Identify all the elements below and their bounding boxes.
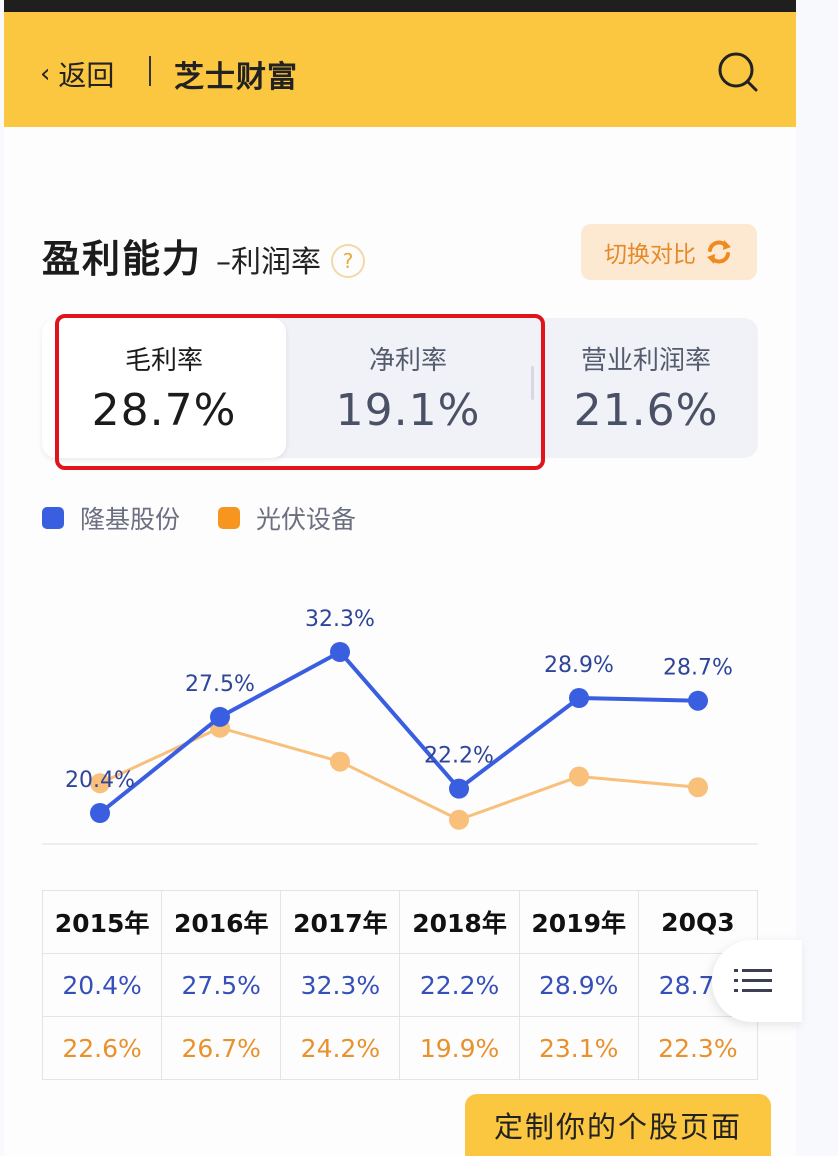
legend-swatch-icon [218,507,241,529]
floating-menu-button[interactable] [712,940,802,1022]
switch-compare-button[interactable]: 切换对比 [581,224,757,280]
data-point[interactable] [449,809,469,830]
table-cell: 23.1% [518,1016,639,1080]
tab-value: 21.6% [573,385,719,436]
data-table: 2015年 2016年 2017年 2018年 2019年 20Q3 20.4%… [41,890,759,1080]
legend-label: 光伏设备 [256,505,357,534]
tab-value: 28.7% [91,385,237,436]
table-header-cell: 2015年 [41,890,163,954]
legend-swatch-icon [42,507,64,529]
app-header: ‹ 返回 芝士财富 [4,12,796,127]
tab-gross-margin[interactable]: 毛利率 28.7% [42,318,286,458]
tab-label: 营业利润率 [580,346,711,376]
table-cell: 24.2% [280,1016,401,1080]
data-point[interactable] [688,690,708,711]
refresh-icon [707,240,731,264]
data-point[interactable] [569,687,589,708]
line-chart: 20.4% 27.5% 32.3% 22.2% 28.9% 28.7% [42,607,758,845]
back-label: 返回 [58,59,115,92]
data-point[interactable] [330,641,350,662]
table-cell: 22.2% [399,953,520,1017]
table-row-pv-equipment: 22.6% 26.7% 24.2% 19.9% 23.1% 22.3% [41,1016,759,1080]
back-button[interactable]: ‹ 返回 [40,54,114,94]
list-menu-icon [734,969,772,992]
data-point[interactable] [330,751,350,772]
tab-net-margin[interactable]: 净利率 19.1% [286,318,530,458]
table-cell: 28.9% [518,953,639,1017]
tab-operating-margin[interactable]: 营业利润率 21.6% [534,318,758,458]
table-cell: 32.3% [280,953,401,1017]
table-cell: 19.9% [399,1016,520,1080]
legend-label: 隆基股份 [80,505,181,534]
tab-divider [531,366,534,400]
section-title-row: 盈利能力 –利润率 ? [42,228,366,283]
search-button[interactable] [716,50,760,94]
data-point[interactable] [90,803,110,823]
data-label: 28.7% [663,656,733,681]
table-cell: 20.4% [41,953,163,1017]
table-header-cell: 2017年 [280,890,401,954]
legend-item-pv-equipment[interactable]: 光伏设备 [218,500,356,536]
table-header-row: 2015年 2016年 2017年 2018年 2019年 20Q3 [41,890,759,954]
search-icon [718,52,758,92]
series-line [98,649,699,815]
data-label: 28.9% [544,653,614,678]
table-header-cell: 2018年 [399,890,520,954]
metric-tabs: 毛利率 28.7% 净利率 19.1% 营业利润率 21.6% [42,318,758,458]
chevron-left-icon: ‹ [40,59,51,89]
tab-label: 净利率 [368,346,447,376]
table-cell: 26.7% [161,1016,282,1080]
section-title: 盈利能力 [42,237,203,281]
brand-title: 芝士财富 [174,60,298,95]
legend-item-longi[interactable]: 隆基股份 [42,500,180,536]
table-cell: 27.5% [161,953,282,1017]
help-icon[interactable]: ? [331,244,366,278]
data-label: 22.2% [424,744,494,769]
status-bar [4,0,796,12]
table-cell: 22.3% [637,1016,759,1080]
data-point[interactable] [688,777,708,798]
tab-value: 19.1% [335,385,481,436]
data-point[interactable] [90,773,110,794]
series-line [99,726,699,822]
section-subtitle: –利润率 [216,245,322,280]
table-row-longi: 20.4% 27.5% 32.3% 22.2% 28.9% 28.7 [41,953,759,1017]
customize-stock-page-button[interactable]: 定制你的个股页面 [465,1094,771,1156]
table-cell: 22.6% [41,1016,163,1080]
table-header-cell: 2019年 [518,890,639,954]
table-header-cell: 2016年 [161,890,282,954]
chart-legend: 隆基股份 光伏设备 [42,500,394,536]
tab-label: 毛利率 [124,346,203,376]
data-point[interactable] [210,706,230,727]
data-label: 27.5% [185,672,255,697]
data-label: 32.3% [305,607,375,632]
data-label: 20.4% [65,768,135,793]
switch-compare-label: 切换对比 [604,242,696,268]
header-divider [149,56,151,86]
page: ‹ 返回 芝士财富 盈利能力 –利润率 ? 切换对比 毛利率 28.7% [4,0,796,1156]
data-point[interactable] [569,766,589,787]
data-point[interactable] [449,778,469,799]
